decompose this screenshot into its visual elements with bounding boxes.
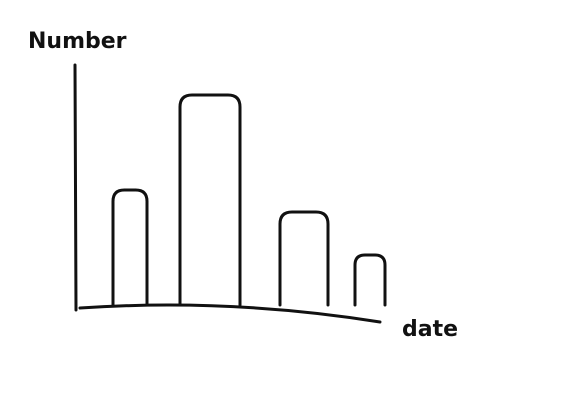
x-axis [78, 303, 382, 324]
bar [111, 188, 149, 307]
bar [278, 210, 330, 307]
x-axis-label: date [402, 317, 458, 342]
y-axis-label: Number [28, 29, 127, 54]
bar [178, 93, 242, 307]
bar [353, 253, 387, 307]
y-axis [73, 63, 78, 312]
